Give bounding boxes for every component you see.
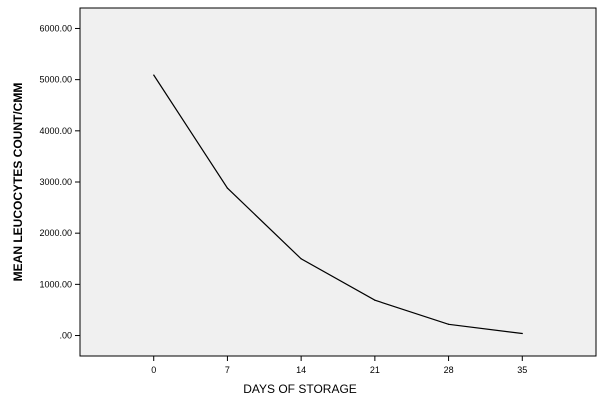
y-tick-label: 6000.00 xyxy=(39,23,72,33)
data-point xyxy=(374,299,376,301)
x-tick-label: 7 xyxy=(225,365,230,375)
x-tick-label: 21 xyxy=(370,365,380,375)
y-tick-label: .00 xyxy=(59,331,72,341)
series-line xyxy=(153,74,523,335)
x-tick-label: 28 xyxy=(444,365,454,375)
y-axis: .00 1000.00 2000.00 3000.00 4000.00 5000.00 60… xyxy=(39,23,80,341)
data-point xyxy=(447,323,450,325)
y-tick-label: 2000.00 xyxy=(39,228,72,238)
y-tick-label: 3000.00 xyxy=(39,177,72,187)
y-tick-label: 5000.00 xyxy=(39,75,72,85)
data-point xyxy=(300,258,302,260)
x-tick-label: 0 xyxy=(151,365,156,375)
data-point xyxy=(153,74,155,76)
y-axis-title: MEAN LEUCOCYTES COUNT/CMM xyxy=(11,83,25,282)
plot-area xyxy=(79,7,597,357)
y-tick-label: 1000.00 xyxy=(39,279,72,289)
data-point xyxy=(521,332,523,335)
y-tick-label: 4000.00 xyxy=(39,126,72,136)
x-tick-label: 14 xyxy=(296,365,306,375)
data-point xyxy=(226,187,229,189)
x-axis: 0 7 14 21 28 35 xyxy=(151,356,527,375)
x-tick-label: 35 xyxy=(517,365,527,375)
x-axis-title: DAYS OF STORAGE xyxy=(243,382,357,396)
series-layer xyxy=(153,74,523,335)
